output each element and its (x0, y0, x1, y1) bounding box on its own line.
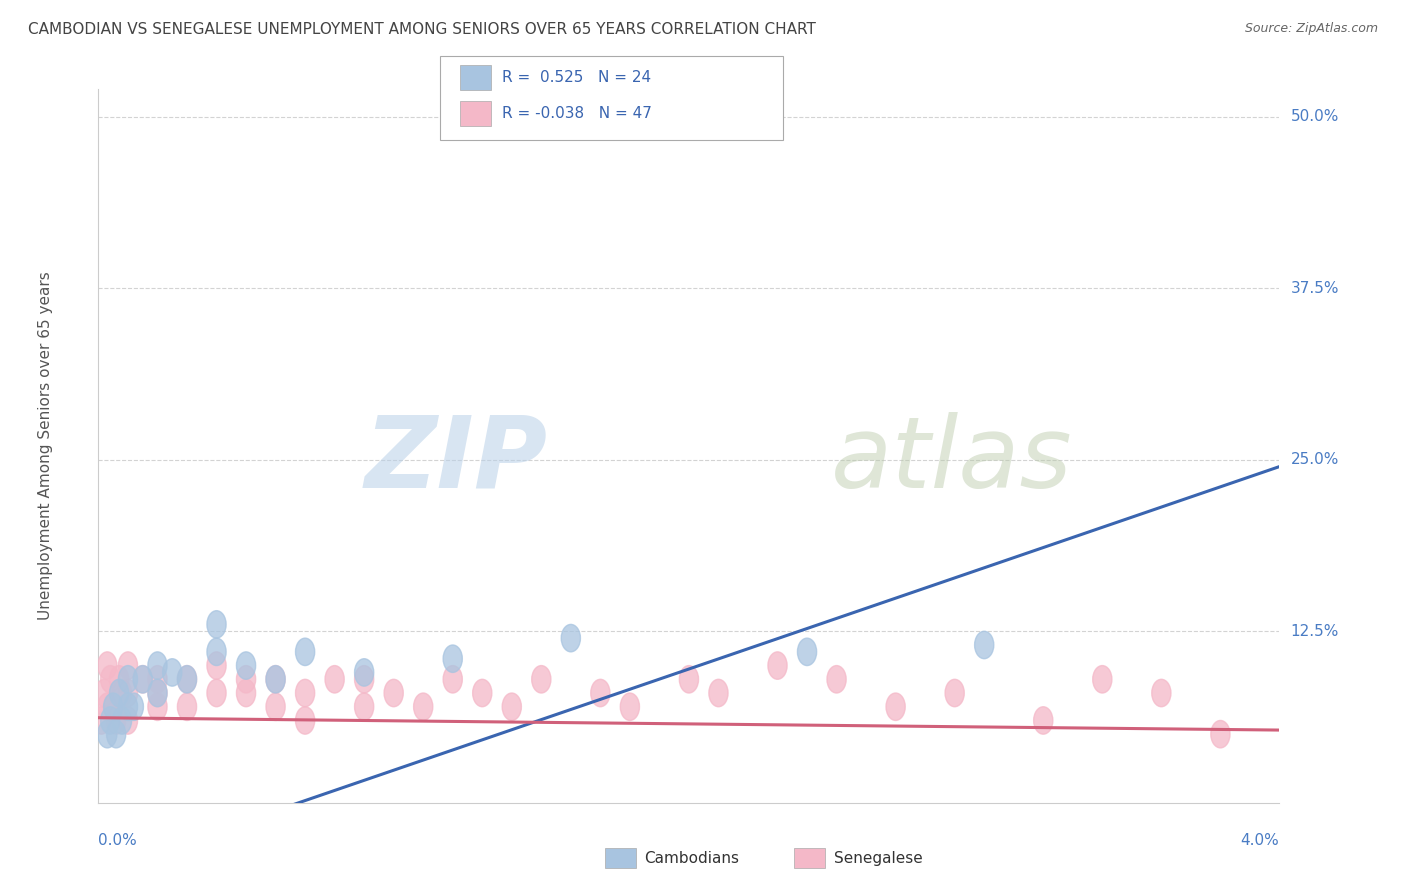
Ellipse shape (384, 680, 404, 706)
Text: 25.0%: 25.0% (1291, 452, 1339, 467)
Ellipse shape (112, 706, 132, 734)
Ellipse shape (413, 693, 433, 721)
Ellipse shape (207, 611, 226, 638)
Ellipse shape (354, 693, 374, 721)
Ellipse shape (709, 680, 728, 706)
Ellipse shape (827, 665, 846, 693)
Ellipse shape (118, 665, 138, 693)
Ellipse shape (502, 693, 522, 721)
Ellipse shape (177, 665, 197, 693)
Ellipse shape (325, 665, 344, 693)
Ellipse shape (207, 680, 226, 706)
Ellipse shape (118, 706, 138, 734)
Ellipse shape (354, 665, 374, 693)
Ellipse shape (134, 665, 152, 693)
Ellipse shape (112, 680, 132, 706)
Ellipse shape (472, 680, 492, 706)
Ellipse shape (110, 665, 129, 693)
Ellipse shape (207, 638, 226, 665)
Ellipse shape (561, 624, 581, 652)
Ellipse shape (163, 658, 181, 686)
Ellipse shape (266, 665, 285, 693)
Ellipse shape (236, 665, 256, 693)
Ellipse shape (148, 680, 167, 706)
Ellipse shape (134, 665, 152, 693)
Ellipse shape (118, 693, 138, 721)
Ellipse shape (620, 693, 640, 721)
Text: R = -0.038   N = 47: R = -0.038 N = 47 (502, 106, 652, 120)
Ellipse shape (148, 665, 167, 693)
Ellipse shape (101, 665, 120, 693)
Ellipse shape (97, 693, 117, 721)
Ellipse shape (1211, 721, 1230, 747)
Ellipse shape (591, 680, 610, 706)
Text: R =  0.525   N = 24: R = 0.525 N = 24 (502, 70, 651, 85)
Ellipse shape (236, 680, 256, 706)
Text: CAMBODIAN VS SENEGALESE UNEMPLOYMENT AMONG SENIORS OVER 65 YEARS CORRELATION CHA: CAMBODIAN VS SENEGALESE UNEMPLOYMENT AMO… (28, 22, 815, 37)
Ellipse shape (266, 665, 285, 693)
Ellipse shape (110, 680, 129, 706)
Ellipse shape (295, 680, 315, 706)
Ellipse shape (124, 693, 143, 721)
Text: Cambodians: Cambodians (644, 851, 740, 865)
Text: atlas: atlas (831, 412, 1073, 508)
Ellipse shape (236, 652, 256, 680)
Ellipse shape (97, 721, 117, 747)
Ellipse shape (1152, 680, 1171, 706)
Ellipse shape (148, 652, 167, 680)
Ellipse shape (797, 638, 817, 665)
Text: Senegalese: Senegalese (834, 851, 922, 865)
Ellipse shape (94, 680, 114, 706)
Ellipse shape (886, 693, 905, 721)
Ellipse shape (1092, 665, 1112, 693)
Ellipse shape (177, 693, 197, 721)
Ellipse shape (148, 693, 167, 721)
Ellipse shape (1033, 706, 1053, 734)
Ellipse shape (443, 665, 463, 693)
Ellipse shape (354, 658, 374, 686)
Ellipse shape (91, 706, 111, 734)
Ellipse shape (104, 693, 122, 721)
Text: Unemployment Among Seniors over 65 years: Unemployment Among Seniors over 65 years (38, 272, 53, 620)
Text: Source: ZipAtlas.com: Source: ZipAtlas.com (1244, 22, 1378, 36)
Ellipse shape (104, 693, 122, 721)
Text: 0.0%: 0.0% (98, 833, 138, 848)
Ellipse shape (107, 721, 125, 747)
Text: 4.0%: 4.0% (1240, 833, 1279, 848)
Text: 12.5%: 12.5% (1291, 624, 1339, 639)
Ellipse shape (101, 706, 120, 734)
Text: ZIP: ZIP (364, 412, 547, 508)
Ellipse shape (531, 665, 551, 693)
Ellipse shape (207, 652, 226, 680)
Ellipse shape (266, 693, 285, 721)
Ellipse shape (945, 680, 965, 706)
Ellipse shape (295, 638, 315, 665)
Ellipse shape (768, 652, 787, 680)
Ellipse shape (118, 652, 138, 680)
Text: 37.5%: 37.5% (1291, 281, 1339, 295)
Ellipse shape (97, 652, 117, 680)
Ellipse shape (118, 680, 138, 706)
Ellipse shape (148, 680, 167, 706)
Ellipse shape (443, 645, 463, 673)
Ellipse shape (679, 665, 699, 693)
Ellipse shape (107, 706, 125, 734)
Ellipse shape (177, 665, 197, 693)
Text: 50.0%: 50.0% (1291, 109, 1339, 124)
Ellipse shape (974, 632, 994, 658)
Ellipse shape (295, 706, 315, 734)
